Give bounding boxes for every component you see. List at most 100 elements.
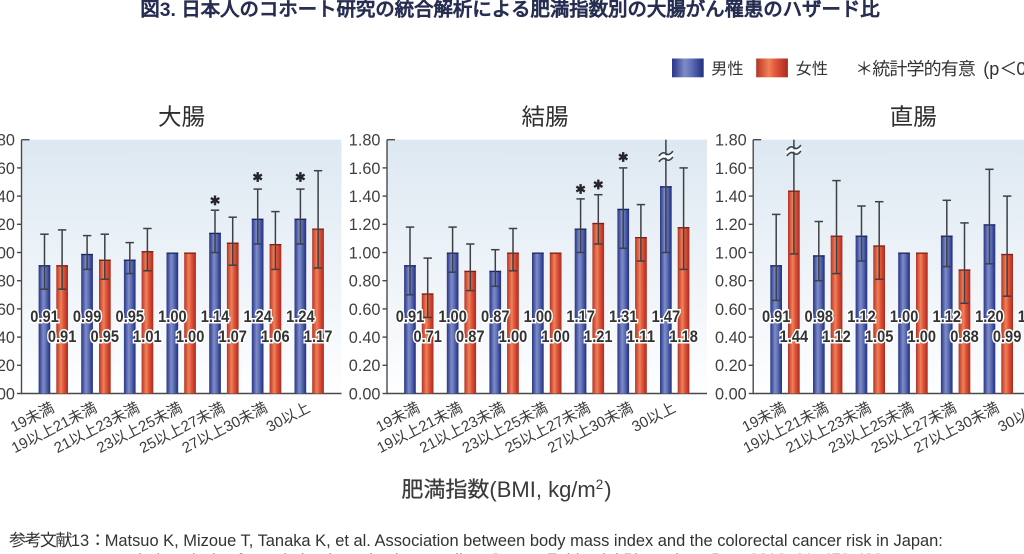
svg-text:19: 19 xyxy=(741,434,764,457)
svg-text:27: 27 xyxy=(544,413,567,436)
svg-text:30: 30 xyxy=(953,413,976,436)
svg-text:1.31: 1.31 xyxy=(609,308,638,326)
svg-text:19: 19 xyxy=(9,434,32,457)
svg-text:1.00: 1.00 xyxy=(499,328,528,346)
svg-text:1.40: 1.40 xyxy=(349,188,381,206)
svg-text:1.00: 1.00 xyxy=(890,308,919,326)
svg-text:0.80: 0.80 xyxy=(715,273,747,291)
svg-text:0.20: 0.20 xyxy=(715,357,747,375)
svg-text:1.05: 1.05 xyxy=(865,328,894,346)
svg-text:23: 23 xyxy=(459,413,482,436)
svg-text:30: 30 xyxy=(587,413,610,436)
svg-text:27: 27 xyxy=(911,434,934,457)
svg-text:19: 19 xyxy=(374,434,397,457)
svg-text:0.91: 0.91 xyxy=(762,308,791,326)
svg-text:23: 23 xyxy=(826,434,849,457)
svg-text:1.00: 1.00 xyxy=(0,244,15,262)
svg-text:1.60: 1.60 xyxy=(349,160,381,178)
svg-text:1.12: 1.12 xyxy=(847,308,876,326)
svg-text:1.01: 1.01 xyxy=(133,328,162,346)
svg-text:1.18: 1.18 xyxy=(669,328,698,346)
svg-text:a pooled analysis of populatio: a pooled analysis of population-based co… xyxy=(97,551,887,554)
svg-text:1.22: 1.22 xyxy=(1018,308,1024,326)
svg-text:1.06: 1.06 xyxy=(261,328,290,346)
svg-text:21: 21 xyxy=(782,413,805,436)
svg-text:3.: 3. xyxy=(160,0,176,21)
svg-text:0.00: 0.00 xyxy=(349,385,381,403)
svg-text:27: 27 xyxy=(910,413,933,436)
svg-text:0.99: 0.99 xyxy=(993,328,1022,346)
svg-text:30: 30 xyxy=(264,413,287,436)
svg-text:1.17: 1.17 xyxy=(566,308,595,326)
svg-text:21: 21 xyxy=(417,434,440,457)
svg-text:1.14: 1.14 xyxy=(201,308,230,326)
svg-text:1.47: 1.47 xyxy=(652,308,681,326)
svg-text:0.40: 0.40 xyxy=(349,329,381,347)
svg-text:0.98: 0.98 xyxy=(805,308,834,326)
svg-text:0.91: 0.91 xyxy=(396,308,425,326)
svg-text:1.07: 1.07 xyxy=(218,328,247,346)
svg-text:0.20: 0.20 xyxy=(349,357,381,375)
svg-text:25: 25 xyxy=(867,413,890,436)
svg-text:0.95: 0.95 xyxy=(91,328,120,346)
svg-text:0.00: 0.00 xyxy=(0,385,15,403)
svg-text:1.20: 1.20 xyxy=(715,216,747,234)
svg-text:1.60: 1.60 xyxy=(0,160,15,178)
svg-text:0.20: 0.20 xyxy=(0,357,15,375)
svg-text:1.00: 1.00 xyxy=(541,328,570,346)
svg-text:30: 30 xyxy=(629,413,652,436)
svg-text:19: 19 xyxy=(8,413,31,436)
svg-text:27: 27 xyxy=(178,413,201,436)
svg-text:0.91: 0.91 xyxy=(48,328,77,346)
svg-text:23: 23 xyxy=(460,434,483,457)
svg-text:21: 21 xyxy=(416,413,439,436)
svg-text:1.17: 1.17 xyxy=(304,328,333,346)
svg-text:1.44: 1.44 xyxy=(780,328,809,346)
svg-text:21: 21 xyxy=(51,434,74,457)
svg-text:23: 23 xyxy=(94,434,117,457)
svg-text:1.12: 1.12 xyxy=(933,308,962,326)
svg-text:1.80: 1.80 xyxy=(0,132,15,150)
svg-text:): ) xyxy=(604,477,611,502)
svg-text:1.24: 1.24 xyxy=(243,308,272,326)
svg-text:25: 25 xyxy=(137,434,160,457)
svg-text:1.00: 1.00 xyxy=(349,244,381,262)
svg-text:19: 19 xyxy=(739,413,762,436)
svg-text:0.99: 0.99 xyxy=(73,308,102,326)
svg-text:27: 27 xyxy=(179,434,202,457)
svg-text:25: 25 xyxy=(502,434,525,457)
svg-text:Matsuo K, Mizoue T, Tanaka K,: Matsuo K, Mizoue T, Tanaka K, et al. Ass… xyxy=(105,532,943,550)
svg-text:1.00: 1.00 xyxy=(715,244,747,262)
svg-text:0.95: 0.95 xyxy=(116,308,145,326)
svg-text:1.21: 1.21 xyxy=(584,328,613,346)
svg-text:21: 21 xyxy=(783,434,806,457)
svg-text:25: 25 xyxy=(868,434,891,457)
svg-text:0.88: 0.88 xyxy=(950,328,979,346)
svg-text:1.12: 1.12 xyxy=(822,328,851,346)
svg-text:1.20: 1.20 xyxy=(0,216,15,234)
svg-text:21: 21 xyxy=(50,413,73,436)
svg-text:0.05): 0.05) xyxy=(1016,59,1024,79)
svg-text:13: 13 xyxy=(71,532,89,550)
svg-text:1.60: 1.60 xyxy=(715,160,747,178)
svg-text:23: 23 xyxy=(93,413,116,436)
svg-text:23: 23 xyxy=(825,413,848,436)
svg-text:(p: (p xyxy=(983,59,999,79)
svg-text:30: 30 xyxy=(221,413,244,436)
svg-text:1.00: 1.00 xyxy=(524,308,553,326)
svg-text:1.80: 1.80 xyxy=(715,132,747,150)
svg-text:1.40: 1.40 xyxy=(0,188,15,206)
svg-text:0.80: 0.80 xyxy=(349,273,381,291)
svg-text:0.40: 0.40 xyxy=(0,329,15,347)
svg-text:0.60: 0.60 xyxy=(715,301,747,319)
svg-text:27: 27 xyxy=(545,434,568,457)
svg-text:0.00: 0.00 xyxy=(715,385,747,403)
svg-text:0.71: 0.71 xyxy=(413,328,442,346)
svg-text:30: 30 xyxy=(995,413,1018,436)
svg-text:(BMI, kg/m: (BMI, kg/m xyxy=(489,477,595,502)
svg-text:1.00: 1.00 xyxy=(438,308,467,326)
svg-text:2: 2 xyxy=(596,477,604,492)
svg-text:19: 19 xyxy=(373,413,396,436)
svg-text:1.24: 1.24 xyxy=(286,308,315,326)
svg-text:25: 25 xyxy=(136,413,159,436)
